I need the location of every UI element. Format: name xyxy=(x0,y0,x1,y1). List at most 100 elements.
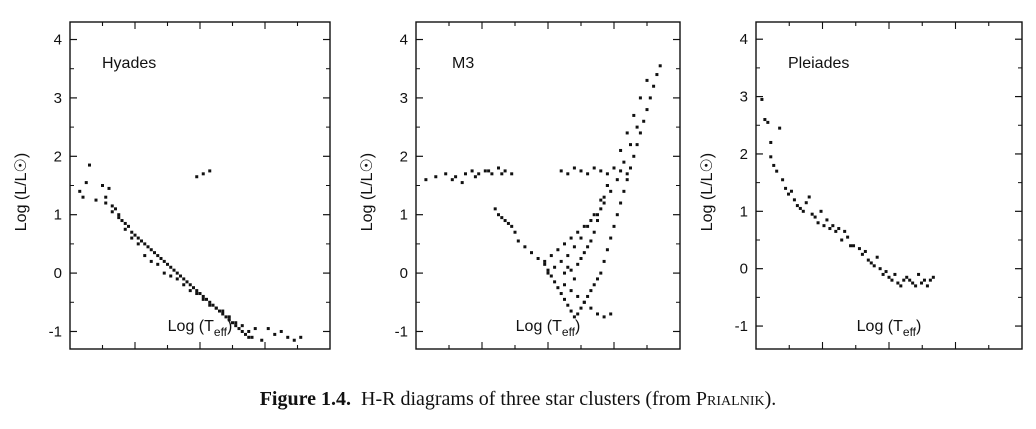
data-point xyxy=(789,189,793,193)
data-point xyxy=(920,281,924,285)
data-point xyxy=(510,224,514,228)
y-tick-label: 0 xyxy=(740,261,748,278)
data-point xyxy=(931,275,935,279)
data-point xyxy=(798,206,802,210)
panel-pleiades: 4 3 2 1 0 -1 Log (L/L☉) Pleiades Log (Teff) xyxy=(699,21,1023,350)
data-point xyxy=(553,265,557,269)
data-point xyxy=(766,120,770,124)
data-point xyxy=(208,169,212,173)
data-point xyxy=(635,143,639,147)
data-point xyxy=(250,335,254,339)
y-tick-label: 4 xyxy=(54,32,62,49)
x-axis-label: Log (Teff) xyxy=(857,318,922,339)
data-point xyxy=(596,219,599,223)
data-point xyxy=(655,73,659,77)
data-point xyxy=(130,230,134,234)
data-point xyxy=(635,125,639,129)
data-point xyxy=(473,175,477,179)
data-point xyxy=(816,221,820,225)
data-point xyxy=(149,259,153,263)
data-point xyxy=(769,140,773,144)
y-tick-label: 0 xyxy=(400,265,408,282)
data-point xyxy=(905,275,909,279)
data-point xyxy=(136,242,140,246)
x-axis-label: Log (Teff) xyxy=(516,318,581,339)
data-point xyxy=(922,278,926,282)
data-point xyxy=(772,163,776,167)
data-point xyxy=(831,224,835,228)
data-point xyxy=(208,303,212,307)
data-point xyxy=(760,97,764,101)
data-point xyxy=(559,259,563,263)
data-point xyxy=(784,186,788,190)
data-point xyxy=(605,184,609,187)
data-point xyxy=(602,195,606,199)
data-point xyxy=(240,324,244,328)
x-axis-label-main: Log (T xyxy=(857,318,903,335)
y-tick-label: -1 xyxy=(395,323,408,340)
x-axis-label-main: Log (T xyxy=(516,318,562,335)
data-point xyxy=(104,195,108,199)
data-point xyxy=(586,224,590,228)
data-point xyxy=(566,254,570,258)
data-point xyxy=(159,256,163,260)
data-point xyxy=(104,201,108,205)
data-point xyxy=(589,289,593,293)
data-point xyxy=(599,207,603,211)
data-point xyxy=(477,172,481,176)
panel-title: Pleiades xyxy=(788,55,849,72)
data-point xyxy=(908,278,912,282)
y-axis-label: Log (L/L☉) xyxy=(359,153,376,231)
data-point xyxy=(893,272,897,276)
data-point xyxy=(576,230,580,234)
data-point xyxy=(214,306,218,310)
data-point xyxy=(454,175,458,179)
data-point xyxy=(221,309,225,313)
y-tick-label: 4 xyxy=(740,31,748,48)
data-point xyxy=(801,209,805,213)
data-point xyxy=(589,219,593,223)
data-point xyxy=(928,278,932,282)
data-point xyxy=(592,213,596,217)
data-point xyxy=(622,189,626,193)
data-point xyxy=(572,315,576,319)
data-point xyxy=(88,163,91,167)
data-point xyxy=(602,201,606,205)
data-point xyxy=(553,280,557,284)
data-point xyxy=(549,274,553,278)
x-axis-label-main: Log (T xyxy=(168,318,214,335)
data-point xyxy=(546,271,550,275)
data-point xyxy=(513,230,517,234)
data-point xyxy=(237,327,241,331)
data-point xyxy=(166,262,169,266)
data-point xyxy=(566,265,570,269)
data-point xyxy=(563,242,566,246)
data-point xyxy=(605,248,609,252)
data-point xyxy=(110,210,114,214)
data-point xyxy=(852,244,856,248)
data-point xyxy=(569,309,573,313)
data-point xyxy=(195,175,199,179)
x-axis-label-sub: eff xyxy=(214,325,228,339)
y-tick-label: 1 xyxy=(400,207,408,224)
data-point xyxy=(625,131,629,135)
data-point xyxy=(543,259,547,263)
data-point xyxy=(579,306,583,310)
data-point xyxy=(208,300,212,304)
data-point xyxy=(133,233,137,237)
data-point xyxy=(130,236,134,240)
data-point xyxy=(244,332,247,336)
data-point xyxy=(185,280,189,284)
data-point xyxy=(849,244,853,248)
data-point xyxy=(156,262,160,266)
data-point xyxy=(110,204,114,208)
data-point xyxy=(188,283,192,287)
data-point xyxy=(658,64,662,68)
data-point xyxy=(101,184,104,187)
data-point xyxy=(619,169,623,173)
data-point xyxy=(576,262,580,266)
data-point xyxy=(804,201,808,205)
data-point xyxy=(224,315,228,319)
data-point xyxy=(609,312,613,316)
data-point xyxy=(589,306,593,310)
